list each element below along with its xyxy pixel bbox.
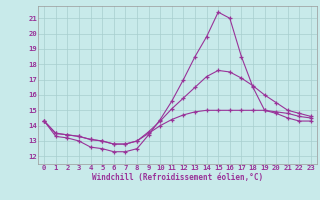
X-axis label: Windchill (Refroidissement éolien,°C): Windchill (Refroidissement éolien,°C) (92, 173, 263, 182)
